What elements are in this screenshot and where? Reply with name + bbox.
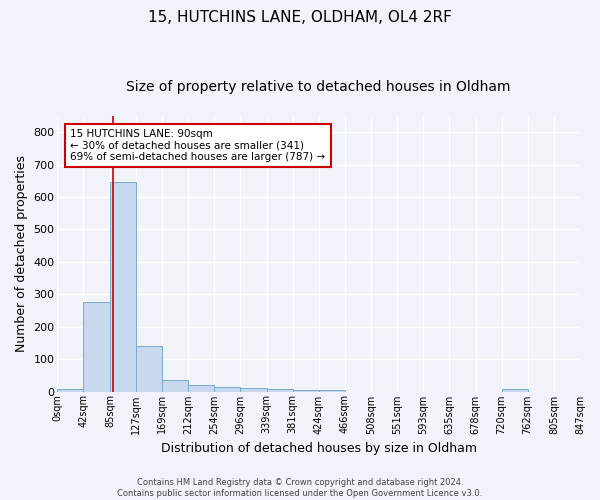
Bar [214,388,240,392]
Bar [502,389,527,392]
Bar [293,390,319,392]
Bar [83,302,110,392]
Text: 15, HUTCHINS LANE, OLDHAM, OL4 2RF: 15, HUTCHINS LANE, OLDHAM, OL4 2RF [148,10,452,25]
Title: Size of property relative to detached houses in Oldham: Size of property relative to detached ho… [127,80,511,94]
Bar [188,385,214,392]
Bar [319,390,345,392]
Bar [580,390,600,392]
Text: Contains HM Land Registry data © Crown copyright and database right 2024.
Contai: Contains HM Land Registry data © Crown c… [118,478,482,498]
Bar [136,346,162,392]
Bar [110,182,136,392]
Bar [58,389,83,392]
Bar [162,380,188,392]
Text: 15 HUTCHINS LANE: 90sqm
← 30% of detached houses are smaller (341)
69% of semi-d: 15 HUTCHINS LANE: 90sqm ← 30% of detache… [70,129,326,162]
Y-axis label: Number of detached properties: Number of detached properties [15,156,28,352]
Bar [266,389,293,392]
X-axis label: Distribution of detached houses by size in Oldham: Distribution of detached houses by size … [161,442,477,455]
Bar [240,388,266,392]
